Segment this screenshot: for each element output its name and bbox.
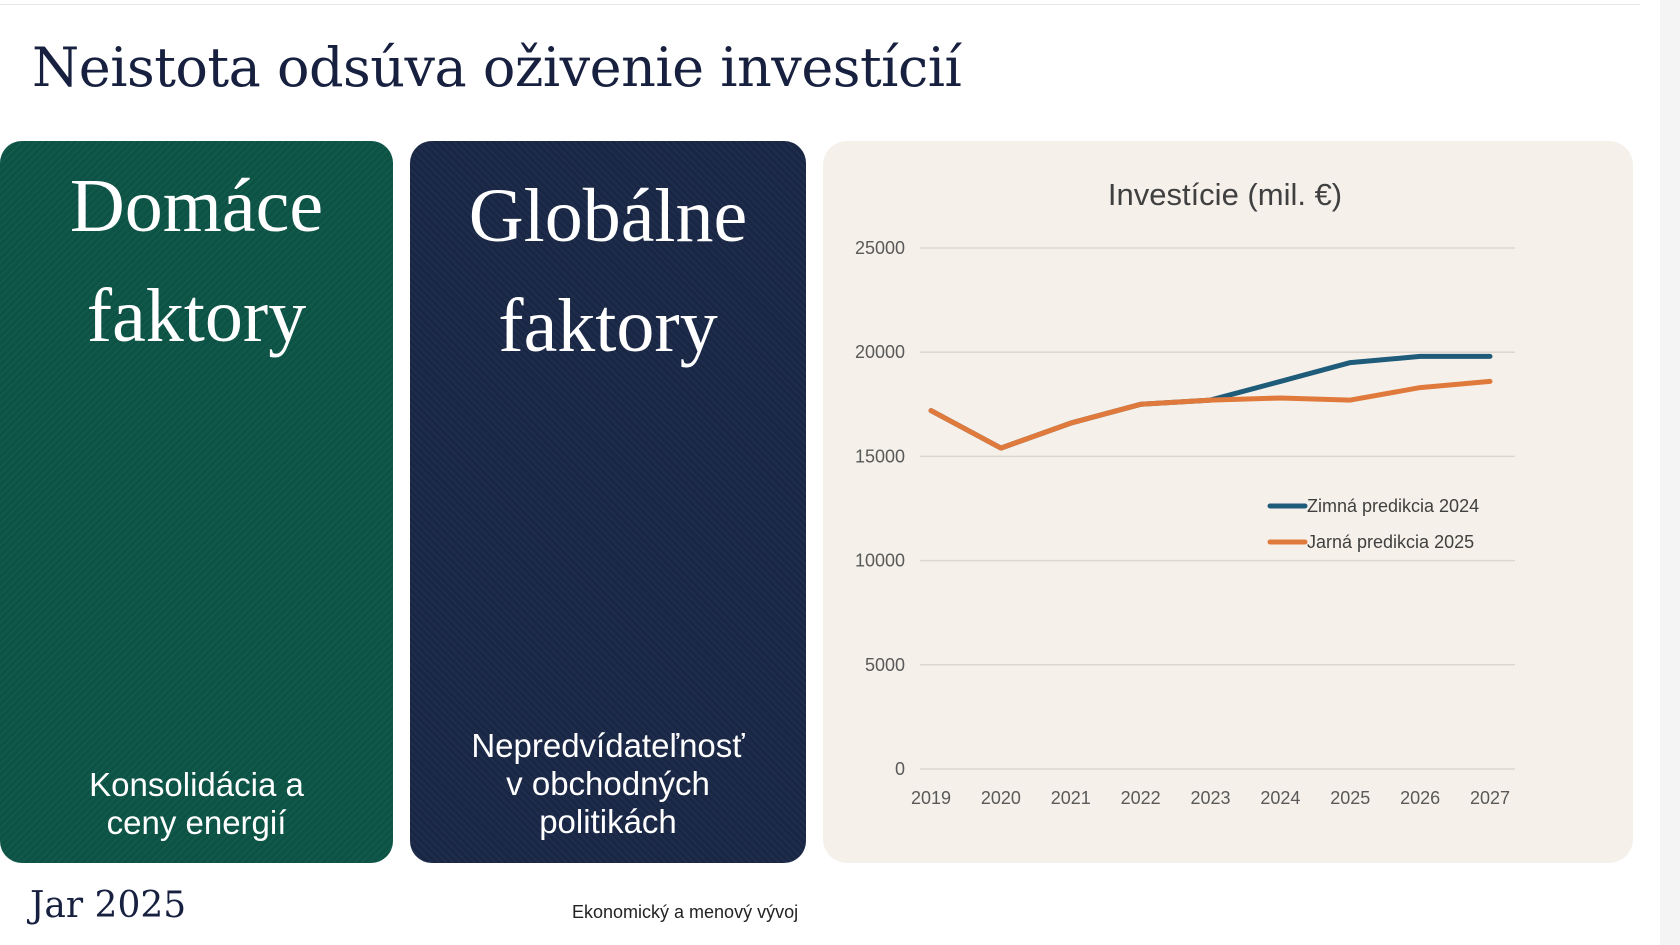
y-axis-tick-labels: 0 5000 10000 15000 20000 25000	[855, 238, 905, 779]
global-factors-caption: Nepredvídateľnosť v obchodných politikác…	[410, 727, 806, 841]
x-tick-label: 2027	[1470, 788, 1510, 808]
global-factors-panel: Globálne faktory Nepredvídateľnosť v obc…	[410, 141, 806, 863]
chart-gridlines	[920, 247, 1515, 770]
footer-publication-label: Ekonomický a menový vývoj	[572, 902, 799, 922]
x-axis-tick-labels: 2019 2020 2021 2022 2023 2024 2025 2026 2027	[911, 788, 1510, 808]
chart-legend: Zimná predikcia 2024 Jarná predikcia 2025	[1267, 496, 1479, 552]
global-caption-line1: Nepredvídateľnosť	[471, 727, 745, 764]
y-tick-label: 0	[895, 759, 905, 779]
x-tick-label: 2026	[1400, 788, 1440, 808]
x-tick-label: 2021	[1051, 788, 1091, 808]
x-tick-label: 2024	[1260, 788, 1300, 808]
global-factors-heading: Globálne faktory	[410, 161, 806, 381]
x-tick-label: 2019	[911, 788, 951, 808]
domestic-factors-heading: Domáce faktory	[0, 151, 393, 371]
domestic-caption-line2: ceny energií	[106, 804, 287, 841]
footer-season-label: Jar 2025	[30, 885, 187, 926]
x-tick-label: 2023	[1190, 788, 1230, 808]
y-tick-label: 25000	[855, 238, 905, 258]
global-caption-line3: politikách	[539, 803, 677, 840]
domestic-heading-line1: Domáce	[69, 164, 324, 248]
top-divider	[0, 4, 1640, 5]
investment-chart-card: Investície (mil. €) 0 5000 10000 15000 20000…	[823, 141, 1633, 863]
chart-series	[928, 353, 1493, 451]
series-line	[928, 378, 1493, 451]
legend-label: Jarná predikcia 2025	[1307, 532, 1474, 552]
global-caption-line2: v obchodných	[506, 765, 710, 802]
domestic-caption-line1: Konsolidácia a	[89, 766, 304, 803]
x-tick-label: 2022	[1121, 788, 1161, 808]
domestic-heading-line2: faktory	[86, 274, 307, 358]
y-tick-label: 10000	[855, 551, 905, 571]
investment-line-chart: Investície (mil. €) 0 5000 10000 15000 20000…	[855, 177, 1515, 808]
x-tick-label: 2025	[1330, 788, 1370, 808]
y-tick-label: 15000	[855, 446, 905, 466]
global-heading-line1: Globálne	[468, 174, 748, 258]
y-tick-label: 20000	[855, 342, 905, 362]
page-title: Neistota odsúva oživenie investícií	[32, 36, 962, 99]
chart-title: Investície (mil. €)	[1108, 177, 1342, 212]
legend-label: Zimná predikcia 2024	[1307, 496, 1479, 516]
x-tick-label: 2020	[981, 788, 1021, 808]
scrollbar-track[interactable]	[1660, 0, 1680, 945]
domestic-factors-caption: Konsolidácia a ceny energií	[0, 766, 393, 842]
domestic-factors-panel: Domáce faktory Konsolidácia a ceny energ…	[0, 141, 393, 863]
global-heading-line2: faktory	[498, 284, 718, 368]
y-tick-label: 5000	[865, 655, 905, 675]
